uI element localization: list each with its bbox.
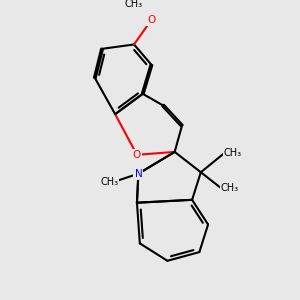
Text: CH₃: CH₃ <box>125 0 143 9</box>
Text: O: O <box>133 150 141 160</box>
Text: CH₃: CH₃ <box>224 148 242 158</box>
Text: CH₃: CH₃ <box>100 177 118 188</box>
Text: CH₃: CH₃ <box>221 183 239 193</box>
Text: N: N <box>134 169 142 179</box>
Text: O: O <box>147 15 156 25</box>
